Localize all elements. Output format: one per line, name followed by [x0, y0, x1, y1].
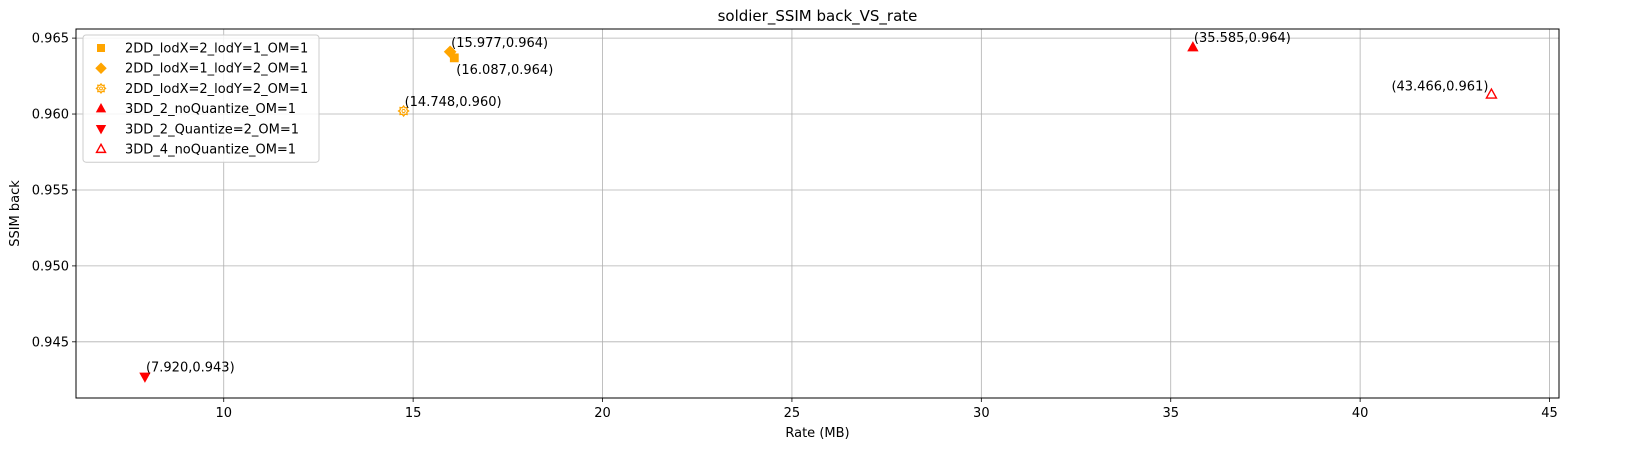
marks-layer: (16.087,0.964) (15.977,0.964) (14.748,0.96…: [139, 31, 1498, 383]
y-axis-title: SSIM back: [8, 180, 23, 247]
data-point: [139, 372, 151, 383]
x-tick-label: 45: [1541, 406, 1558, 421]
x-tick-label: 25: [784, 406, 801, 421]
legend-entry: 3DD_2_noQuantize_OM=1: [125, 102, 296, 117]
y-tick-label: 0.965: [32, 32, 69, 47]
legend-entry: 2DD_lodX=2_lodY=1_OM=1: [125, 42, 308, 57]
x-tick-label: 10: [215, 406, 232, 421]
data-point: [397, 104, 410, 118]
legend-marker: [97, 44, 106, 53]
y-tick-label: 0.945: [32, 335, 69, 350]
legend-marker: [95, 142, 107, 154]
data-label: (15.977,0.964): [451, 36, 548, 51]
legend-marker: [95, 62, 107, 74]
legend-entry: 2DD_lodX=2_lodY=2_OM=1: [125, 82, 308, 97]
legend-marker: [95, 125, 107, 135]
x-tick-label: 15: [405, 406, 422, 421]
legend-entry: 2DD_lodX=1_lodY=2_OM=1: [125, 62, 308, 77]
x-tick-label: 40: [1352, 406, 1369, 421]
data-point: [443, 45, 457, 59]
grid-layer: [76, 29, 1559, 398]
legend-box: [82, 34, 320, 163]
data-label: (43.466,0.961): [1391, 79, 1488, 94]
ticks-layer: 10 15 20 25 30 35 40 45 0.945 0.950 0.955 0.960 0.96…: [32, 32, 1558, 421]
legend: 2DD_lodX=2_lodY=1_OM=1 2DD_lodX=1_lodY=2_…: [82, 34, 320, 163]
legend-entry: 3DD_4_noQuantize_OM=1: [125, 143, 296, 158]
chart-title: soldier_SSIM back_VS_rate: [718, 7, 918, 26]
data-point: [1187, 41, 1199, 52]
data-label: (16.087,0.964): [456, 63, 553, 78]
x-tick-label: 20: [594, 406, 611, 421]
legend-entry: 3DD_2_Quantize=2_OM=1: [125, 122, 299, 137]
y-tick-label: 0.955: [32, 183, 69, 198]
legend-marker: [95, 103, 107, 113]
x-tick-label: 35: [1162, 406, 1179, 421]
data-label: (7.920,0.943): [146, 361, 235, 376]
legend-marker: [95, 82, 107, 94]
data-label: (14.748,0.960): [405, 95, 502, 110]
x-axis-title: Rate (MB): [785, 426, 849, 441]
plot-frame: [75, 28, 1560, 399]
y-tick-label: 0.960: [32, 108, 69, 123]
data-label: (35.585,0.964): [1194, 31, 1291, 46]
y-tick-label: 0.950: [32, 259, 69, 274]
data-point: [1485, 87, 1498, 99]
x-tick-label: 30: [973, 406, 990, 421]
